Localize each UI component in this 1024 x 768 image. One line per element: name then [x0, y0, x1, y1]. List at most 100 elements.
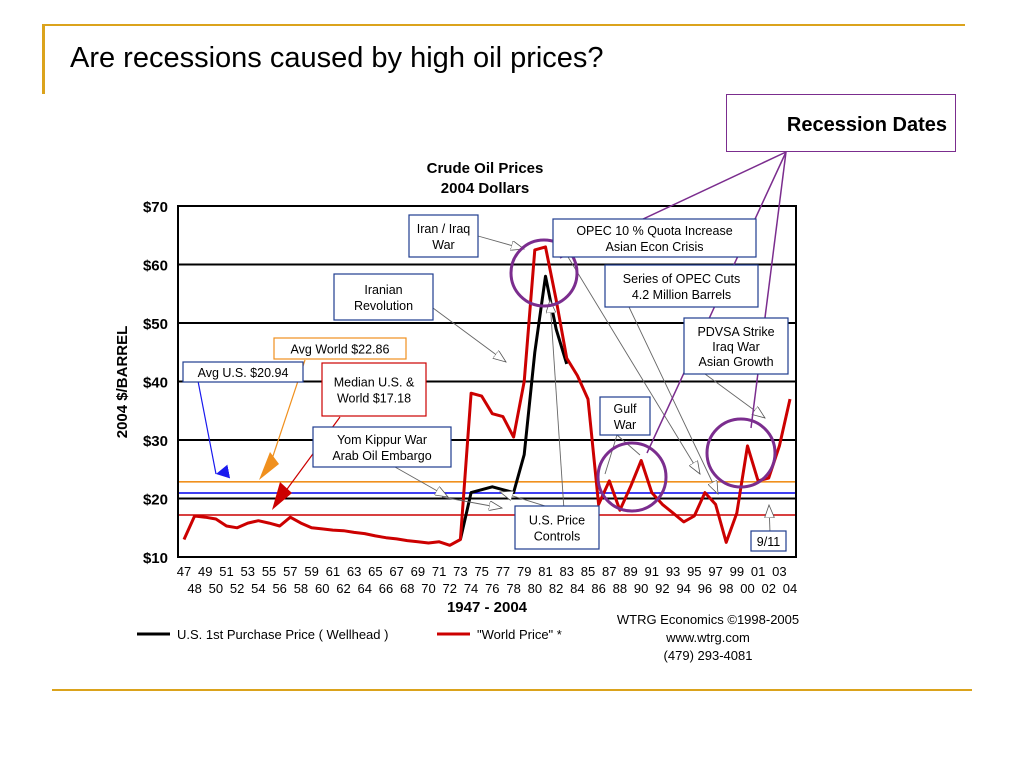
x-tick-label: 81	[538, 564, 552, 579]
y-axis-label: 2004 $/BARREL	[114, 326, 131, 439]
x-tick-label: 87	[602, 564, 616, 579]
x-tick-label: 76	[485, 581, 499, 596]
annotation-opec-quota: OPEC 10 % Quota Increase Asian Econ Crisi…	[552, 218, 757, 258]
annotation-nine-eleven: 9/11	[750, 530, 787, 552]
x-tick-label: 80	[528, 581, 542, 596]
annotation-text: Gulf	[614, 402, 637, 416]
annotation-text: Asian Growth	[698, 355, 773, 369]
annotation-box	[514, 505, 600, 550]
x-tick-label: 48	[187, 581, 201, 596]
annotation-box	[599, 396, 651, 436]
annotation-avg-us: Avg U.S. $20.94	[182, 361, 304, 383]
pointer-iranian-revolution	[432, 307, 506, 362]
x-tick-label: 65	[368, 564, 382, 579]
x-tick-label: 03	[772, 564, 786, 579]
recession-dates-box: Recession Dates	[726, 94, 956, 152]
x-tick-label: 79	[517, 564, 531, 579]
pointer-yom-kippur-2	[441, 496, 502, 508]
credit-line-2: (479) 293-4081	[664, 648, 753, 663]
annotation-text: Iranian	[364, 283, 402, 297]
x-tick-label: 83	[560, 564, 574, 579]
x-tick-label: 73	[453, 564, 467, 579]
annotation-text: Arab Oil Embargo	[332, 449, 431, 463]
annotation-text: Asian Econ Crisis	[606, 240, 704, 254]
x-tick-label: 96	[698, 581, 712, 596]
x-tick-label: 63	[347, 564, 361, 579]
recession-circle-2	[596, 441, 668, 513]
annotation-text: Iran / Iraq	[417, 222, 471, 236]
x-tick-label: 02	[762, 581, 776, 596]
x-tick-label: 64	[358, 581, 372, 596]
x-tick-label: 53	[241, 564, 255, 579]
x-tick-label: 82	[549, 581, 563, 596]
slide-title: Are recessions caused by high oil prices…	[70, 42, 604, 74]
annotation-box	[333, 273, 434, 321]
annotation-gulf-war: Gulf War	[599, 396, 651, 436]
pointer-avg-us	[197, 380, 231, 479]
annotation-text: 9/11	[757, 535, 780, 549]
annotation-price-controls: U.S. Price Controls	[514, 505, 600, 550]
annotation-box	[273, 337, 407, 360]
x-tick-label: 04	[783, 581, 797, 596]
x-tick-label: 69	[411, 564, 425, 579]
recession-circle-1	[509, 238, 579, 308]
pointer-median-head	[272, 482, 292, 510]
pointer-pdvsa	[704, 373, 765, 418]
annotation-box	[182, 361, 304, 383]
y-tick-label-40: $40	[143, 375, 168, 392]
x-axis-label: 1947 - 2004	[447, 599, 528, 616]
annotation-text: PDVSA Strike	[697, 325, 774, 339]
recession-circle-3	[705, 417, 777, 489]
legend-label-world: "World Price" *	[477, 627, 562, 642]
y-tick-label-10: $10	[143, 550, 168, 567]
annotation-median: Median U.S. & World $17.18	[321, 362, 427, 417]
annotation-text: War	[614, 418, 636, 432]
x-tick-label: 49	[198, 564, 212, 579]
x-tick-label: 58	[294, 581, 308, 596]
x-tick-label: 84	[570, 581, 584, 596]
x-tick-label: 57	[283, 564, 297, 579]
x-tick-label: 60	[315, 581, 329, 596]
x-tick-label: 66	[379, 581, 393, 596]
x-tick-label: 89	[623, 564, 637, 579]
annotation-iran-iraq-war: Iran / Iraq War	[408, 214, 479, 258]
x-tick-label: 95	[687, 564, 701, 579]
bottom-divider	[52, 689, 972, 691]
series-line-1	[182, 245, 792, 547]
annotation-avg-world: Avg World $22.86	[273, 337, 407, 360]
annotation-text: U.S. Price	[529, 514, 585, 528]
x-tick-label: 55	[262, 564, 276, 579]
x-tick-label: 86	[591, 581, 605, 596]
pointer-gulf-war	[604, 434, 618, 475]
annotation-text: Avg World $22.86	[291, 343, 390, 357]
accent-vertical-bar	[42, 24, 45, 94]
x-tick-label: 71	[432, 564, 446, 579]
top-divider	[45, 24, 965, 26]
annotation-box	[683, 317, 789, 375]
x-tick-label: 94	[676, 581, 690, 596]
x-tick-label: 77	[496, 564, 510, 579]
pointer-price-controls-2	[550, 300, 565, 511]
annotation-text: World $17.18	[337, 392, 411, 406]
x-tick-label: 98	[719, 581, 733, 596]
annotation-text: Iraq War	[712, 340, 759, 354]
annotation-text: War	[432, 238, 454, 252]
x-tick-label: 68	[400, 581, 414, 596]
x-tick-label: 88	[613, 581, 627, 596]
pointer-nine-eleven	[769, 505, 770, 533]
pointer-opec-cuts	[628, 306, 718, 494]
x-tick-label: 54	[251, 581, 265, 596]
annotation-box	[312, 426, 452, 468]
annotation-yom-kippur: Yom Kippur War Arab Oil Embargo	[312, 426, 452, 468]
annotation-text: Median U.S. &	[334, 376, 415, 390]
annotation-text: Avg U.S. $20.94	[198, 366, 289, 380]
plot-frame	[177, 205, 797, 558]
annotation-text: 4.2 Million Barrels	[632, 288, 731, 302]
chart-subtitle: 2004 Dollars	[441, 180, 529, 197]
annotation-box	[604, 264, 759, 308]
x-tick-label: 67	[389, 564, 403, 579]
annotation-text: Series of OPEC Cuts	[623, 272, 740, 286]
annotation-box	[750, 530, 787, 552]
x-tick-label: 99	[730, 564, 744, 579]
